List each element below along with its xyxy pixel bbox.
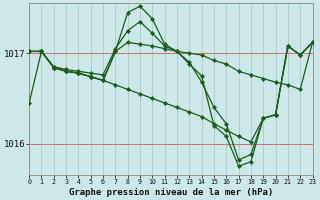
X-axis label: Graphe pression niveau de la mer (hPa): Graphe pression niveau de la mer (hPa) — [69, 188, 273, 197]
